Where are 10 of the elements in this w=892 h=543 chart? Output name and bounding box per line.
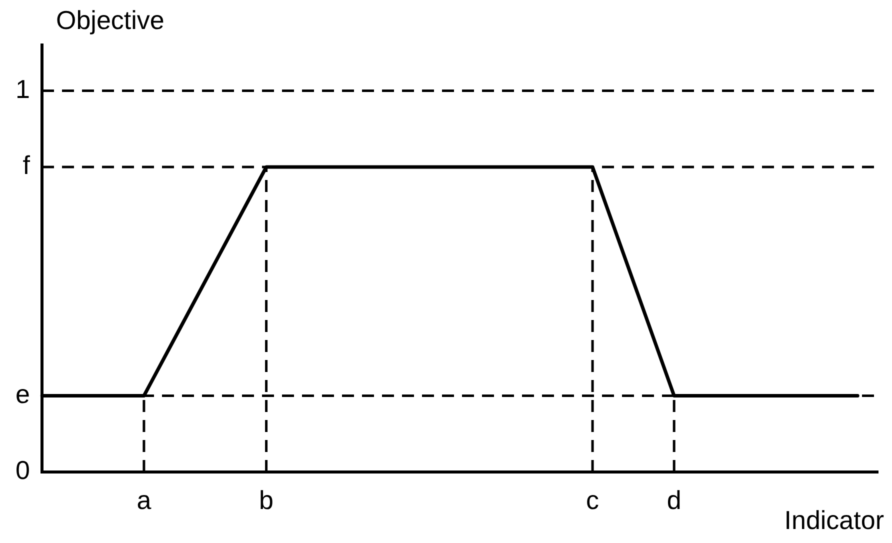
y-axis-title: Objective: [56, 5, 164, 36]
x-tick-label: b: [259, 484, 274, 515]
y-tick-label: 1: [16, 74, 30, 104]
x-tick-label: d: [666, 484, 682, 515]
y-tick-label: e: [16, 378, 30, 409]
y-tick-label: f: [22, 150, 31, 180]
x-tick-label: a: [136, 484, 152, 515]
x-tick-label: c: [586, 484, 600, 515]
x-axis-title: Indicator: [784, 505, 884, 536]
y-tick-label: 0: [16, 455, 30, 486]
